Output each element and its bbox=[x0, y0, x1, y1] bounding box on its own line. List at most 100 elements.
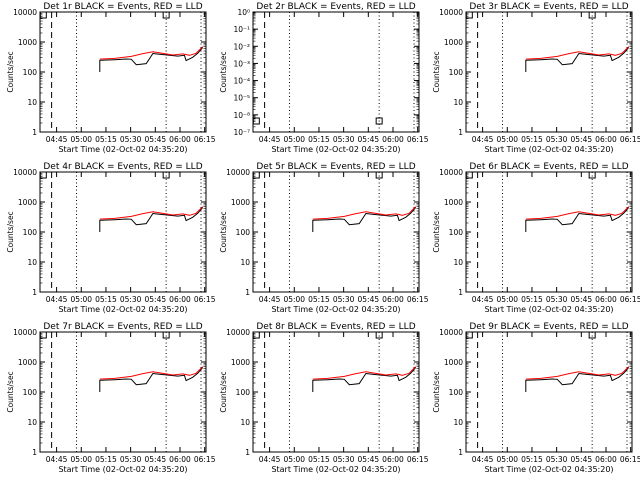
square-marker bbox=[162, 171, 170, 179]
square-marker bbox=[252, 171, 260, 179]
x-tick-label: 06:15 bbox=[407, 295, 429, 304]
x-tick-label: 05:15 bbox=[521, 295, 543, 304]
panel-title: Det 1r BLACK = Events, RED = LLD bbox=[43, 2, 202, 12]
square-marker bbox=[39, 171, 47, 179]
x-tick-label: 05:15 bbox=[95, 295, 117, 304]
x-tick-label: 05:30 bbox=[120, 295, 142, 304]
y-tick-label: 100 bbox=[23, 68, 38, 77]
detector-panel-8: Det 8r BLACK = Events, RED = LLD 1 10 100 10… bbox=[219, 322, 429, 474]
square-marker bbox=[588, 331, 596, 339]
y-axis-label: Counts/sec bbox=[432, 371, 441, 412]
series-line-lld bbox=[99, 46, 204, 60]
y-tick-label: 10⁻⁷ bbox=[233, 128, 250, 137]
series-line-lld bbox=[525, 366, 630, 380]
x-tick-label: 04:45 bbox=[472, 295, 494, 304]
y-tick-label: 100 bbox=[236, 388, 251, 397]
x-tick-label: 05:45 bbox=[145, 455, 167, 464]
series-line-events bbox=[312, 207, 417, 232]
detector-panel-4: Det 4r BLACK = Events, RED = LLD 1 10 100 10… bbox=[6, 162, 216, 314]
x-tick-label: 04:45 bbox=[46, 295, 68, 304]
x-tick-label: 04:45 bbox=[472, 135, 494, 144]
y-tick-label: 10⁻¹ bbox=[233, 25, 250, 34]
detector-panel-2: Det 2r BLACK = Events, RED = LLD 10⁻⁷ 10⁻⁸… bbox=[219, 2, 429, 154]
y-tick-label: 10000 bbox=[439, 328, 463, 337]
series-group bbox=[312, 366, 417, 392]
series-group bbox=[525, 206, 630, 232]
x-tick-label: 06:00 bbox=[595, 455, 617, 464]
series-group bbox=[99, 46, 204, 72]
y-tick-label: 100 bbox=[236, 228, 251, 237]
x-tick-label: 05:00 bbox=[70, 135, 92, 144]
x-tick-label: 06:00 bbox=[595, 295, 617, 304]
series-line-lld bbox=[99, 206, 204, 220]
square-marker bbox=[375, 171, 383, 179]
x-axis-label: Start Time (02-Oct-02 04:35:20) bbox=[271, 465, 400, 474]
y-tick-label: 10 bbox=[240, 418, 250, 427]
y-tick-label: 1000 bbox=[18, 198, 37, 207]
y-tick-label: 10000 bbox=[226, 168, 250, 177]
x-tick-label: 05:45 bbox=[571, 135, 593, 144]
x-axis-label: Start Time (02-Oct-02 04:35:20) bbox=[271, 145, 400, 154]
panel-title: Det 8r BLACK = Events, RED = LLD bbox=[256, 322, 415, 332]
y-tick-label: 1 bbox=[458, 128, 463, 137]
detector-panel-5: Det 5r BLACK = Events, RED = LLD 1 10 100 10… bbox=[219, 162, 429, 314]
plot-frame bbox=[465, 171, 633, 293]
square-marker bbox=[375, 331, 383, 339]
y-tick-label: 10⁻³ bbox=[233, 59, 250, 68]
x-tick-label: 04:45 bbox=[259, 295, 281, 304]
panel-title: Det 2r BLACK = Events, RED = LLD bbox=[256, 2, 415, 12]
plot-frame bbox=[252, 11, 420, 133]
y-tick-label: 1 bbox=[245, 448, 250, 457]
y-tick-label: 100 bbox=[449, 68, 464, 77]
x-tick-label: 05:15 bbox=[95, 455, 117, 464]
x-tick-label: 05:00 bbox=[496, 455, 518, 464]
x-tick-label: 06:00 bbox=[382, 455, 404, 464]
y-tick-label: 10000 bbox=[226, 328, 250, 337]
x-tick-label: 05:30 bbox=[546, 295, 568, 304]
x-tick-label: 04:45 bbox=[472, 455, 494, 464]
x-tick-label: 05:30 bbox=[546, 135, 568, 144]
detector-panel-9: Det 9r BLACK = Events, RED = LLD 1 10 100 10… bbox=[432, 322, 640, 474]
x-tick-label: 05:15 bbox=[521, 455, 543, 464]
square-marker bbox=[465, 11, 473, 19]
x-tick-label: 06:00 bbox=[169, 455, 191, 464]
y-tick-label: 1 bbox=[458, 448, 463, 457]
series-line-lld bbox=[312, 206, 417, 220]
x-tick-label: 06:00 bbox=[169, 295, 191, 304]
y-tick-label: 1000 bbox=[444, 198, 463, 207]
y-tick-label: 10000 bbox=[439, 8, 463, 17]
series-line-lld bbox=[525, 206, 630, 220]
detector-panel-6: Det 6r BLACK = Events, RED = LLD 1 10 100 10… bbox=[432, 162, 640, 314]
y-axis-label: Counts/sec bbox=[219, 211, 228, 252]
x-tick-label: 05:15 bbox=[521, 135, 543, 144]
square-marker bbox=[162, 331, 170, 339]
y-tick-label: 100 bbox=[449, 388, 464, 397]
x-tick-label: 05:00 bbox=[70, 455, 92, 464]
y-tick-label: 10⁰ bbox=[237, 8, 250, 17]
x-tick-label: 04:45 bbox=[46, 135, 68, 144]
y-tick-label: 10 bbox=[453, 98, 463, 107]
square-marker bbox=[162, 11, 170, 19]
y-tick-label: 10⁻⁵ bbox=[233, 94, 250, 103]
square-marker bbox=[252, 117, 260, 125]
series-group bbox=[99, 366, 204, 392]
x-axis-label: Start Time (02-Oct-02 04:35:20) bbox=[484, 145, 613, 154]
square-marker bbox=[39, 331, 47, 339]
x-axis-label: Start Time (02-Oct-02 04:35:20) bbox=[484, 465, 613, 474]
series-line-lld bbox=[312, 366, 417, 380]
y-axis-label: Counts/sec bbox=[219, 371, 228, 412]
y-tick-label: 10 bbox=[27, 418, 37, 427]
panel-title: Det 4r BLACK = Events, RED = LLD bbox=[43, 162, 202, 172]
x-tick-label: 05:30 bbox=[333, 135, 355, 144]
series-line-events bbox=[99, 47, 204, 72]
series-group bbox=[525, 46, 630, 72]
plot-frame bbox=[39, 331, 207, 453]
y-tick-label: 1000 bbox=[444, 358, 463, 367]
y-tick-label: 100 bbox=[449, 228, 464, 237]
y-tick-label: 1000 bbox=[231, 198, 250, 207]
y-tick-label: 1 bbox=[32, 128, 37, 137]
plot-frame bbox=[39, 11, 207, 133]
x-tick-label: 05:15 bbox=[95, 135, 117, 144]
detector-panel-1: Det 1r BLACK = Events, RED = LLD 1 10 100 10… bbox=[6, 2, 216, 154]
x-tick-label: 06:00 bbox=[595, 135, 617, 144]
